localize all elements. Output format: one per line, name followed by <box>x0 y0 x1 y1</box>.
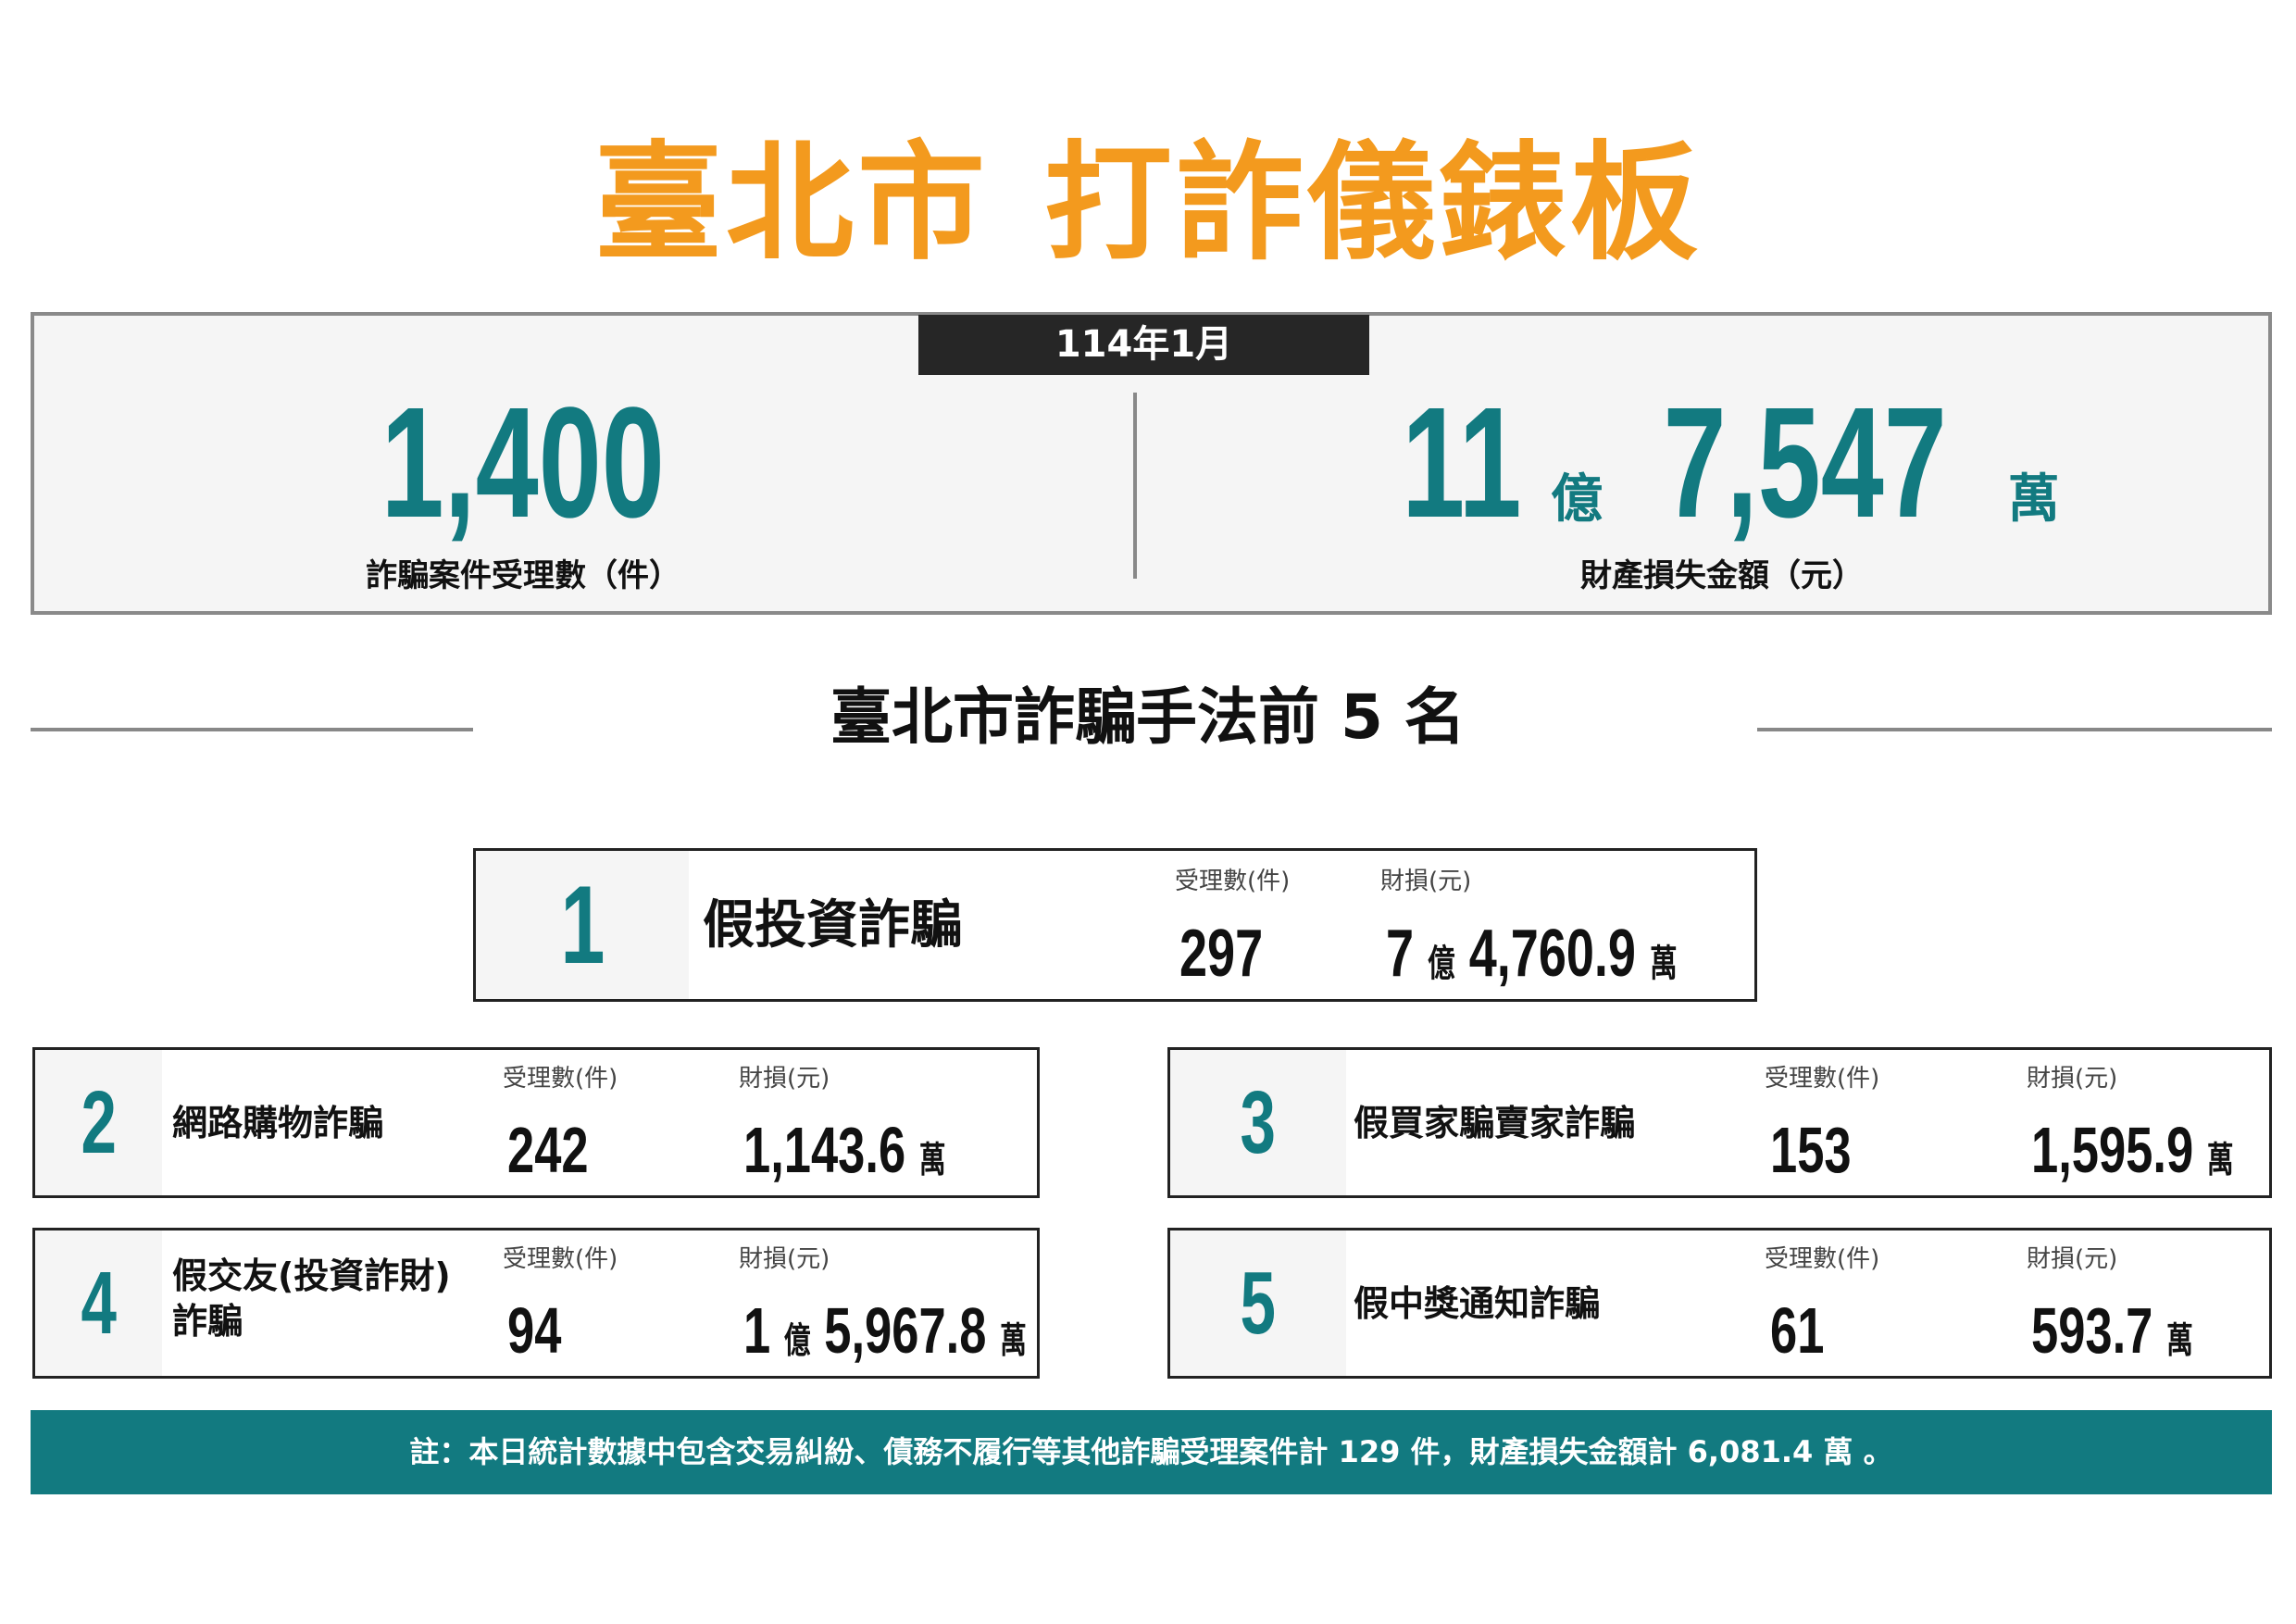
loss-total-wan: 7,547 <box>1663 375 1948 551</box>
cases-header: 受理數(件) <box>503 1065 618 1093</box>
cases-total: 1,400 <box>213 375 833 551</box>
cases-value: 61 <box>1770 1294 1825 1367</box>
method-name: 假交友(投資詐財) 詐騙 <box>172 1255 451 1343</box>
cases-value: 242 <box>507 1114 589 1186</box>
rank-card-3: 3 假買家騙賣家詐騙 受理數(件) 財損(元) 153 1,595.9 萬 <box>1167 1047 2272 1198</box>
cases-value: 153 <box>1770 1114 1852 1186</box>
loss-total-label: 財產損失金額（元） <box>1580 557 1864 594</box>
loss-header: 財損(元) <box>739 1245 830 1273</box>
cases-header: 受理數(件) <box>503 1245 618 1273</box>
rank-number: 3 <box>1170 1050 1346 1195</box>
title-name: 打詐儀錶板 <box>1044 129 1703 278</box>
section-line-right <box>1757 728 2272 731</box>
loss-header: 財損(元) <box>2027 1065 2118 1093</box>
page-title: 臺北市 打詐儀錶板 <box>0 130 2296 278</box>
rank-card-1: 1 假投資詐騙 受理數(件) 財損(元) 297 7 億 4,760.9 萬 <box>473 848 1757 1002</box>
loss-value: 1,595.9 萬 <box>2031 1114 2234 1186</box>
cases-total-label: 詐騙案件受理數（件） <box>366 557 680 594</box>
loss-header: 財損(元) <box>1380 868 1472 895</box>
loss-value: 1 億 5,967.8 萬 <box>743 1294 1027 1367</box>
loss-value: 593.7 萬 <box>2031 1294 2193 1367</box>
loss-header: 財損(元) <box>739 1065 830 1093</box>
loss-total-yi: 11 <box>1402 375 1522 551</box>
rank-card-4: 4 假交友(投資詐財) 詐騙 受理數(件) 財損(元) 94 1 億 5,967.… <box>32 1228 1040 1379</box>
cases-value: 94 <box>507 1294 562 1367</box>
title-city: 臺北市 <box>593 129 989 278</box>
footnote-banner: 註：本日統計數據中包含交易糾紛、債務不履行等其他詐騙受理案件計 129 件，財產… <box>31 1410 2272 1494</box>
rank-number: 4 <box>35 1230 162 1376</box>
cases-header: 受理數(件) <box>1765 1065 1880 1093</box>
loss-total-wan-unit: 萬 <box>2007 469 2060 530</box>
cases-total-value: 1,400 <box>381 375 666 551</box>
section-title: 臺北市詐騙手法前 5 名 <box>830 681 1466 753</box>
period-tab: 114年1月 <box>918 315 1369 375</box>
rank-number: 5 <box>1170 1230 1346 1376</box>
cases-value: 297 <box>1179 917 1264 991</box>
method-name: 網路購物詐騙 <box>172 1103 384 1143</box>
loss-header: 財損(元) <box>2027 1245 2118 1273</box>
rank-number: 2 <box>35 1050 162 1195</box>
method-name: 假投資詐騙 <box>703 895 962 956</box>
summary-divider <box>1133 393 1137 579</box>
rank-card-5: 5 假中獎通知詐騙 受理數(件) 財損(元) 61 593.7 萬 <box>1167 1228 2272 1379</box>
rank-card-2: 2 網路購物詐騙 受理數(件) 財損(元) 242 1,143.6 萬 <box>32 1047 1040 1198</box>
cases-header: 受理數(件) <box>1175 868 1291 895</box>
rank-number: 1 <box>476 851 689 999</box>
method-name: 假買家騙賣家詐騙 <box>1354 1103 1636 1143</box>
loss-value: 1,143.6 萬 <box>743 1114 946 1186</box>
loss-total: 11 億 7,547 萬 <box>1333 375 2111 551</box>
loss-total-yi-unit: 億 <box>1551 469 1603 530</box>
method-name: 假中獎通知詐騙 <box>1354 1283 1601 1324</box>
loss-value: 7 億 4,760.9 萬 <box>1386 917 1678 991</box>
cases-header: 受理數(件) <box>1765 1245 1880 1273</box>
section-line-left <box>31 728 473 731</box>
